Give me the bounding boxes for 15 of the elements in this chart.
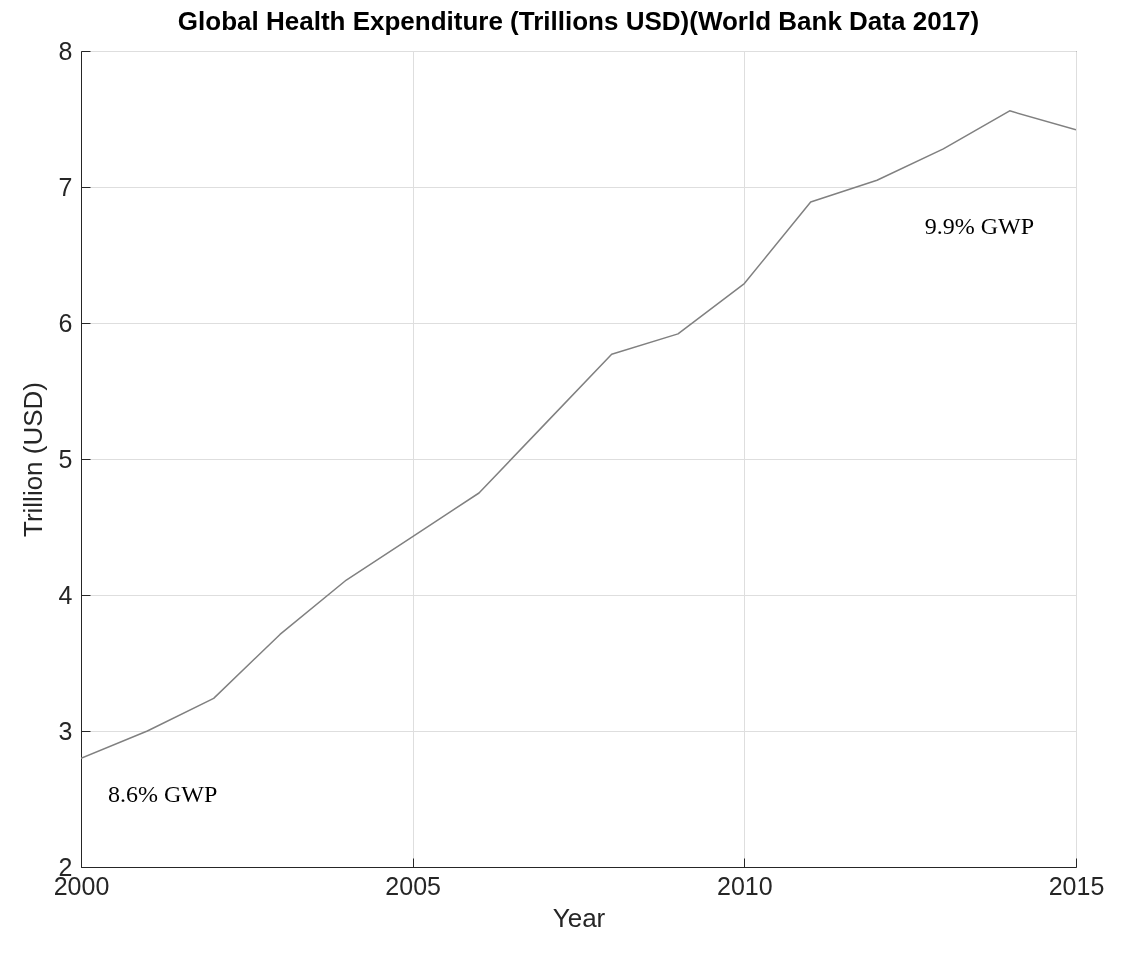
y-tick-label: 5 — [58, 444, 73, 473]
y-tick-label: 7 — [58, 172, 73, 201]
x-tick-label: 2005 — [385, 871, 441, 900]
y-tick-label: 6 — [58, 308, 73, 337]
x-axis-title: Year — [552, 902, 606, 933]
x-tick-label: 2015 — [1048, 871, 1105, 900]
annotation: 8.6% GWP — [108, 781, 218, 808]
y-axis-title: Trillion (USD) — [17, 381, 48, 538]
chart-title: Global Health Expenditure (Trillions USD)(World Bank Data 2017) — [177, 6, 980, 36]
y-tick-label: 3 — [58, 716, 73, 745]
y-tick-label: 4 — [58, 580, 73, 609]
y-tick-label: 8 — [58, 36, 73, 65]
annotation: 9.9% GWP — [924, 212, 1034, 239]
x-tick-label: 2010 — [717, 871, 773, 900]
line-series — [81, 110, 1076, 759]
